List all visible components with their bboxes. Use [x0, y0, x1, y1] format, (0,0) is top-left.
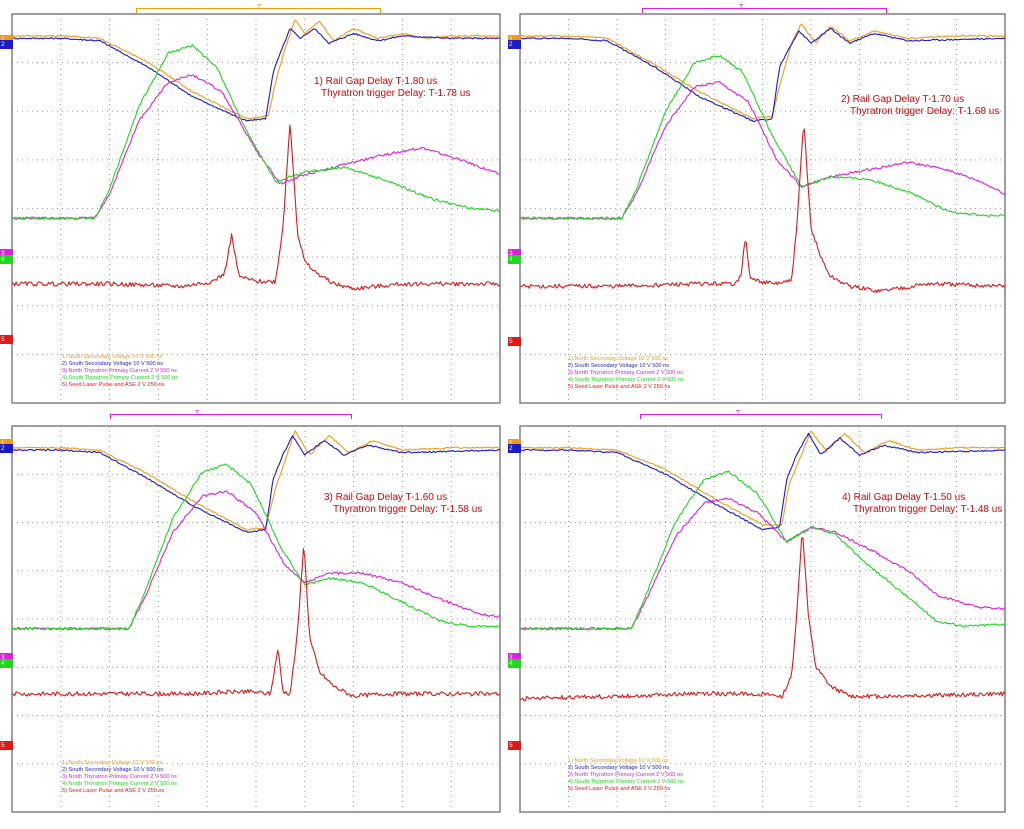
channel-marker-5: 5 [0, 335, 13, 344]
channel-marker-2: 2 [508, 444, 521, 453]
trace-ch2 [11, 28, 501, 122]
trace-ch5 [11, 548, 501, 699]
legend-ch2: 2) South Secondary Voltage 10 V 500 ns [62, 361, 164, 367]
channel-marker-4: 4 [508, 659, 521, 668]
legend-ch1: 1) North Secondary Voltage 10 V 500 ns [568, 758, 669, 764]
annotation: 3) Rail Gap Delay T-1.60 us Thyratron tr… [324, 492, 482, 516]
annotation: 2) Rail Gap Delay T-1.70 us Thyratron tr… [841, 94, 999, 118]
trace-ch5 [11, 124, 501, 291]
trace-ch3 [11, 74, 501, 220]
legend-ch2: 2) South Secondary Voltage 10 V 500 ns [568, 765, 670, 771]
channel-marker-1: 1 [0, 439, 13, 448]
channel-marker-1: 1 [0, 35, 13, 44]
trace-ch4 [11, 44, 501, 220]
plot-frame [519, 425, 1006, 813]
legend-ch5: 5) Seed Laser Pulse and ASE 2 V 250 ns [62, 788, 165, 794]
channel-marker-5: 5 [508, 337, 521, 346]
legend-ch3: 3) North Thyratron Primary Current 2 V 5… [62, 774, 177, 780]
trace-ch2 [11, 435, 500, 533]
channel-marker-2: 2 [508, 40, 521, 49]
legend-ch2: 2) South Secondary Voltage 10 V 500 ns [568, 363, 670, 369]
channel-marker-2: 2 [0, 444, 13, 453]
trigger-bar: T [642, 4, 887, 13]
scope-plot [519, 425, 1006, 813]
scope-panel-2: T 2) Rail Gap Delay T-1.70 us Thyratron … [508, 0, 1009, 407]
annotation-line-1: 4) Rail Gap Delay T-1.50 us [842, 492, 966, 503]
plot-frame [11, 425, 501, 813]
trace-ch3 [519, 80, 1006, 220]
channel-marker-5: 5 [0, 741, 13, 750]
trigger-bar: T [110, 410, 352, 419]
trace-ch5 [519, 128, 1006, 294]
channel-marker-3: 3 [508, 653, 521, 662]
annotation-line-1: 3) Rail Gap Delay T-1.60 us [324, 492, 448, 503]
annotation-line-2: Thyratron trigger Delay: T-1.78 us [321, 88, 471, 99]
trigger-t-label: T [195, 410, 200, 417]
trace-ch2 [519, 28, 1006, 123]
trigger-bar: T [640, 410, 882, 419]
legend-ch5: 5) Seed Laser Pulse and ASE 2 V 250 ns [568, 786, 671, 792]
channel-legend: 1) North Secondary Voltage 10 V 500 ns 2… [62, 760, 177, 795]
channel-legend: 1) North Secondary Voltage 10 V 500 ns 2… [568, 356, 684, 391]
legend-ch3: 3) North Thyratron Primary Current 2 V 5… [568, 370, 683, 376]
plot-frame [11, 13, 501, 404]
scope-panel-3: T 3) Rail Gap Delay T-1.60 us Thyratron … [0, 410, 504, 816]
channel-marker-1: 1 [508, 439, 521, 448]
legend-ch4: 4) North Thyratron Primary Current 2 V 5… [62, 781, 177, 787]
annotation: 1) Rail Gap Delay T-1.80 us Thyratron tr… [314, 76, 470, 100]
legend-ch1: 1) North Secondary Voltage 10 V 500 ns [568, 356, 669, 362]
legend-ch4: 4) South Thyratron Primary Current 2 V 5… [62, 375, 178, 381]
scope-plot [519, 13, 1006, 404]
channel-marker-4: 4 [0, 255, 13, 264]
legend-ch2: 2) South Secondary Voltage 10 V 500 ns [62, 767, 164, 773]
channel-marker-3: 3 [508, 249, 521, 258]
channel-marker-3: 3 [0, 249, 13, 258]
trace-ch1 [519, 23, 1006, 120]
legend-ch4: 4) South Thyratron Primary Current 2 V 5… [568, 779, 684, 785]
channel-marker-4: 4 [508, 255, 521, 264]
trigger-t-label: T [736, 410, 741, 417]
trace-ch4 [519, 470, 1006, 631]
trigger-t-label: T [739, 4, 744, 11]
legend-ch1: 1) North Secondary Voltage 10 V 500 ns [62, 760, 163, 766]
channel-marker-2: 2 [0, 40, 13, 49]
scope-plot [11, 13, 501, 404]
annotation-line-2: Thyratron trigger Delay: T-1.48 us [853, 504, 1003, 515]
legend-ch1: 1) North Secondary Voltage 10 V 500 ns [62, 354, 163, 360]
scope-plot [11, 425, 501, 813]
trace-ch3 [11, 490, 501, 631]
annotation-line-2: Thyratron trigger Delay: T-1.58 us [333, 504, 483, 515]
trigger-t-label: T [257, 4, 262, 11]
trace-ch4 [519, 55, 1006, 220]
channel-marker-4: 4 [0, 659, 13, 668]
annotation-line-1: 2) Rail Gap Delay T-1.70 us [841, 94, 965, 105]
channel-marker-1: 1 [508, 35, 521, 44]
legend-ch4: 4) South Thyratron Primary Current 2 V 5… [568, 377, 684, 383]
channel-legend: 1) North Secondary Voltage 10 V 500 ns 2… [568, 758, 684, 793]
scope-panel-1: T 1) Rail Gap Delay T-1.80 us Thyratron … [0, 0, 504, 407]
trace-ch1 [11, 430, 500, 531]
trigger-bar: T [136, 4, 381, 13]
legend-ch3: 3) North Thyratron Primary Current 2 V 5… [62, 368, 177, 374]
channel-legend: 1) North Secondary Voltage 10 V 500 ns 2… [62, 354, 178, 389]
channel-marker-5: 5 [508, 741, 521, 750]
trace-ch1 [519, 430, 1006, 527]
trace-ch4 [11, 463, 501, 631]
channel-marker-3: 3 [0, 653, 13, 662]
legend-ch5: 5) Seed Laser Pulse and ASE 2 V 250 ns [62, 382, 165, 388]
trace-ch3 [519, 497, 1006, 631]
trace-ch2 [519, 432, 1006, 531]
trace-ch5 [519, 537, 1006, 702]
plot-frame [519, 13, 1006, 404]
legend-ch5: 5) Seed Laser Pulse and ASE 2 V 250 ns [568, 384, 671, 390]
legend-ch3: 3) North Thyratron Primary Current 2 V 5… [568, 772, 683, 778]
annotation-line-2: Thyratron trigger Delay: T-1.68 us [850, 106, 1000, 117]
annotation: 4) Rail Gap Delay T-1.50 us Thyratron tr… [842, 492, 1002, 516]
annotation-line-1: 1) Rail Gap Delay T-1.80 us [314, 76, 438, 87]
scope-panel-4: T 4) Rail Gap Delay T-1.50 us Thyratron … [508, 410, 1009, 816]
